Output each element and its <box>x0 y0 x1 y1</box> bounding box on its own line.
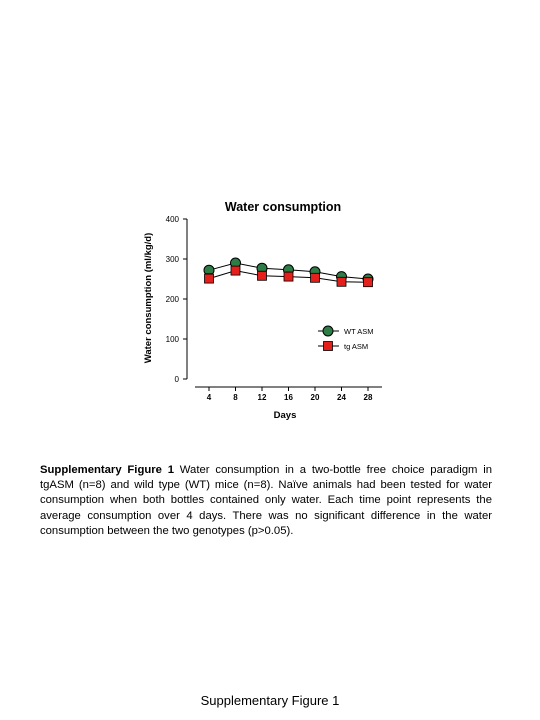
y-tick-label: 200 <box>166 295 180 304</box>
chart-title: Water consumption <box>225 200 341 214</box>
series-tg-asm <box>204 265 373 288</box>
water-consumption-chart: Water consumption Water consumption (ml/… <box>143 200 382 421</box>
page-footer: Supplementary Figure 1 <box>200 693 340 708</box>
y-tick-label: 300 <box>166 255 180 264</box>
x-tick-label: 28 <box>364 393 373 402</box>
x-tick-label: 20 <box>311 393 320 402</box>
x-axis-label: Days <box>274 410 297 421</box>
legend-label: tg ASM <box>344 342 368 351</box>
y-axis-label: Water consumption (ml/kg/d) <box>143 233 154 364</box>
y-axis-ticks: 0 100 200 300 400 <box>166 215 187 384</box>
x-tick-label: 16 <box>284 393 293 402</box>
y-tick-label: 100 <box>166 335 180 344</box>
legend-item: tg ASM <box>318 341 368 351</box>
legend-item: WT ASM <box>318 325 373 337</box>
data-point-square <box>336 276 347 287</box>
x-tick-label: 12 <box>258 393 267 402</box>
data-point-square <box>283 271 294 282</box>
data-point-square <box>204 273 214 284</box>
series-layer <box>203 257 374 288</box>
figure-caption: Supplementary Figure 1 Water consumption… <box>40 463 492 539</box>
caption-text: Water consumption in a two-bottle free c… <box>40 464 492 537</box>
x-axis-ticks: 4 8 12 16 20 24 28 <box>207 387 373 402</box>
legend-square-marker <box>323 341 333 351</box>
data-point-square <box>230 265 241 276</box>
legend-circle-marker <box>322 325 334 337</box>
data-point-square <box>363 277 373 288</box>
legend: WT ASM tg ASM <box>318 325 373 351</box>
data-point-square <box>310 272 320 283</box>
x-tick-label: 8 <box>233 393 238 402</box>
legend-label: WT ASM <box>344 327 373 336</box>
y-tick-label: 400 <box>166 215 180 224</box>
data-point-square <box>257 270 267 281</box>
y-tick-label: 0 <box>175 375 180 384</box>
caption-label: Supplementary Figure 1 <box>40 464 175 476</box>
x-tick-label: 24 <box>337 393 346 402</box>
x-tick-label: 4 <box>207 393 212 402</box>
